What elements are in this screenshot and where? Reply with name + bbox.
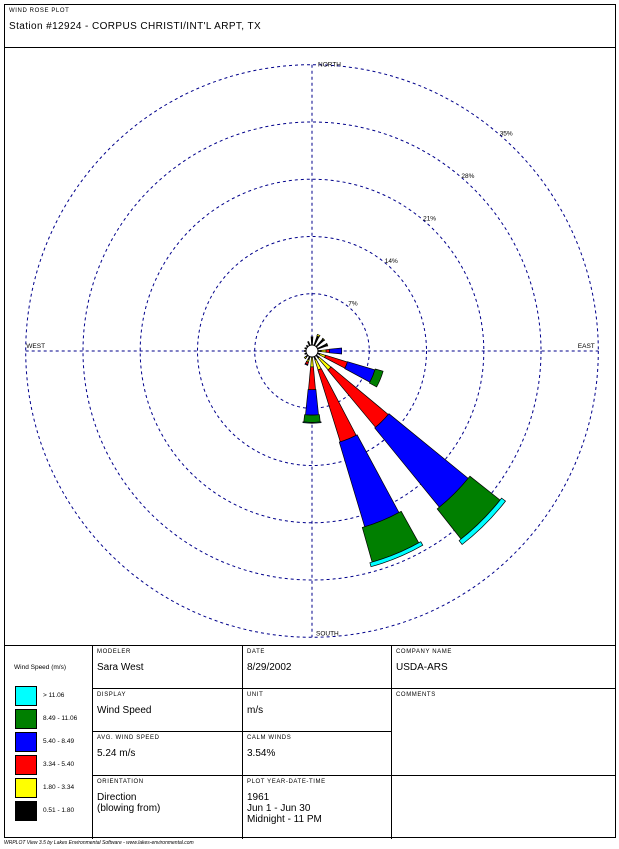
petal-NNE-bin-1 <box>316 333 321 338</box>
ring-label: 28% <box>461 173 474 180</box>
petal-S-bin-5 <box>302 421 322 424</box>
display-value: Wind Speed <box>97 705 152 716</box>
display-label: DISPLAY <box>97 692 127 698</box>
ring-2 <box>197 236 427 466</box>
orientation-cell: ORIENTATION Direction (blowing from) <box>92 775 242 839</box>
display-cell: DISPLAY Wind Speed <box>92 688 242 731</box>
plot-date: Jun 1 - Jun 30 <box>247 803 311 814</box>
petal-SE-bin-5 <box>458 497 506 545</box>
petal-E-bin-3 <box>329 347 343 355</box>
ring-label: 35% <box>500 130 513 137</box>
legend-label: 3.34 - 5.40 <box>43 761 75 768</box>
legend: Wind Speed (m/s) > 11.06 8.49 - 11.06 5.40… <box>5 645 92 839</box>
petal-S-bin-2 <box>308 366 316 391</box>
petal-E-bin-2 <box>325 349 330 353</box>
compass-label-south: SOUTH <box>316 630 339 637</box>
legend-label: > 11.06 <box>43 692 65 699</box>
station-name: Station #12924 - CORPUS CHRISTI/INT'L AR… <box>9 21 262 32</box>
calm-winds-label: CALM WINDS <box>247 735 292 741</box>
orientation-value: Direction (blowing from) <box>97 792 160 814</box>
unit-value: m/s <box>247 705 264 716</box>
petal-S-bin-1 <box>310 356 314 368</box>
legend-swatch <box>15 801 37 821</box>
petal-S-bin-3 <box>305 389 319 416</box>
legend-swatch <box>15 732 37 752</box>
legend-swatch <box>15 778 37 798</box>
legend-item: 8.49 - 11.06 <box>15 709 95 731</box>
petal-ESE-bin-3 <box>344 361 376 383</box>
compass-label-west: WEST <box>26 343 45 350</box>
modeler-value: Sara West <box>97 662 144 673</box>
petal-N-bin-0 <box>310 336 314 346</box>
header: WIND ROSE PLOT Station #12924 - CORPUS C… <box>5 5 615 48</box>
wind-rose-chart: 7% 14% 21% 28% 35% NORTH SOUTH EAST WEST <box>25 62 599 638</box>
plot-time-label: PLOT YEAR-DATE-TIME <box>247 779 326 785</box>
petal-ESE-bin-4 <box>368 368 384 388</box>
company-value: USDA-ARS <box>396 662 448 673</box>
ring-label: 21% <box>423 215 436 222</box>
blank-cell <box>391 775 615 839</box>
petal-ENE-bin-1 <box>325 342 329 347</box>
petal-SSW-bin-3 <box>304 363 309 366</box>
petal-S-bin-4 <box>303 414 321 423</box>
compass-label-east: EAST <box>578 343 595 350</box>
legend-swatch <box>15 755 37 775</box>
avg-speed-cell: AVG. WIND SPEED 5.24 m/s <box>92 731 242 775</box>
unit-label: UNIT <box>247 692 264 698</box>
calm-winds-cell: CALM WINDS 3.54% <box>242 731 391 775</box>
calm-winds-value: 3.54% <box>247 748 276 759</box>
orientation-line-2: (blowing from) <box>97 803 161 814</box>
orientation-line-1: Direction <box>97 792 137 803</box>
legend-label: 0.51 - 1.80 <box>43 807 75 814</box>
petal-SW-bin-1 <box>303 356 307 360</box>
modeler-label: MODELER <box>97 649 131 655</box>
orientation-label: ORIENTATION <box>97 779 144 785</box>
legend-label: 8.49 - 11.06 <box>43 715 78 722</box>
legend-label: 1.80 - 3.34 <box>43 784 75 791</box>
petal-E-bin-1 <box>320 349 327 353</box>
legend-swatch <box>15 709 37 729</box>
legend-swatch <box>15 686 37 706</box>
company-label: COMPANY NAME <box>396 649 452 655</box>
comments-label: COMMENTS <box>396 692 436 698</box>
plot-year: 1961 <box>247 792 270 803</box>
legend-item: 5.40 - 8.49 <box>15 732 95 754</box>
ring-label: 14% <box>385 258 398 265</box>
modeler-cell: MODELER Sara West <box>92 645 242 688</box>
legend-item: 0.51 - 1.80 <box>15 801 95 823</box>
wind-rose-area: 7% 14% 21% 28% 35% NORTH SOUTH EAST WEST <box>5 48 615 645</box>
ring-label: 7% <box>348 301 358 308</box>
plot-title: WIND ROSE PLOT <box>9 8 70 14</box>
info-panel: Wind Speed (m/s) > 11.06 8.49 - 11.06 5.40… <box>5 645 615 839</box>
date-label: DATE <box>247 649 265 655</box>
company-cell: COMPANY NAME USDA-ARS <box>391 645 615 688</box>
legend-item: 1.80 - 3.34 <box>15 778 95 800</box>
petal-SSE-bin-3 <box>338 434 400 528</box>
plot-time: Midnight - 11 PM <box>247 814 322 825</box>
ring-4 <box>82 121 542 581</box>
plot-time-value: 1961 Jun 1 - Jun 30 Midnight - 11 PM <box>247 792 322 825</box>
page-frame: WIND ROSE PLOT Station #12924 - CORPUS C… <box>4 4 616 839</box>
petal-NE-bin-1 <box>321 337 326 342</box>
date-value: 8/29/2002 <box>247 662 292 673</box>
compass-label-north: NORTH <box>318 62 341 69</box>
calm-circle <box>305 344 319 358</box>
legend-item: > 11.06 <box>15 686 95 708</box>
plot-time-cell: PLOT YEAR-DATE-TIME 1961 Jun 1 - Jun 30 … <box>242 775 391 839</box>
legend-title: Wind Speed (m/s) <box>14 664 67 671</box>
avg-speed-value: 5.24 m/s <box>97 748 136 759</box>
footer-credit: WRPLOT View 3.5 by Lakes Environmental S… <box>4 840 194 846</box>
date-cell: DATE 8/29/2002 <box>242 645 391 688</box>
comments-cell: COMMENTS <box>391 688 615 775</box>
petal-SSE-bin-5 <box>369 541 424 568</box>
avg-speed-label: AVG. WIND SPEED <box>97 735 160 741</box>
legend-label: 5.40 - 8.49 <box>43 738 75 745</box>
unit-cell: UNIT m/s <box>242 688 391 731</box>
legend-item: 3.34 - 5.40 <box>15 755 95 777</box>
